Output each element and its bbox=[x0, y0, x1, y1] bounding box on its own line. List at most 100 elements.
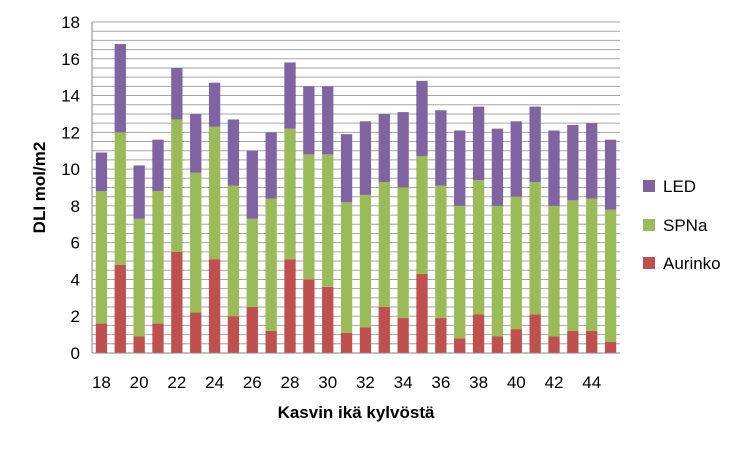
bar-segment-spna bbox=[567, 200, 579, 331]
y-tick-label: 12 bbox=[61, 123, 80, 142]
bar-segment-aurinko bbox=[586, 330, 598, 353]
x-tick-label: 40 bbox=[507, 373, 526, 392]
bar-segment-led bbox=[472, 106, 485, 181]
bar-segment-led bbox=[265, 132, 277, 199]
bar-segment-aurinko bbox=[265, 330, 277, 353]
bar-segment-aurinko bbox=[340, 332, 353, 353]
bar-segment-led bbox=[322, 86, 334, 155]
bar-segment-spna bbox=[586, 198, 598, 331]
y-tick-label: 16 bbox=[61, 50, 80, 69]
bar-segment-led bbox=[95, 152, 108, 192]
bar-segment-spna bbox=[322, 154, 334, 287]
bar-segment-led bbox=[604, 139, 617, 210]
bar-segment-spna bbox=[227, 185, 240, 317]
bar-segment-aurinko bbox=[152, 323, 164, 353]
x-axis-title: Kasvin ikä kylvöstä bbox=[278, 403, 435, 422]
bar-segment-spna bbox=[359, 194, 372, 328]
axes bbox=[91, 22, 620, 354]
bar-segment-led bbox=[133, 165, 145, 219]
bar-segment-spna bbox=[340, 202, 353, 333]
y-tick-label: 14 bbox=[61, 87, 80, 106]
bar-segment-aurinko bbox=[435, 318, 447, 353]
bar-segment-aurinko bbox=[491, 336, 504, 353]
x-tick-label: 32 bbox=[356, 373, 375, 392]
legend-swatch-aurinko bbox=[643, 257, 655, 269]
bar-segment-aurinko bbox=[529, 314, 541, 353]
bar-segment-aurinko bbox=[171, 251, 183, 353]
bar-segment-aurinko bbox=[472, 314, 485, 353]
bar-segment-aurinko bbox=[510, 329, 522, 353]
bar-segment-aurinko bbox=[303, 279, 315, 353]
bar-segment-spna bbox=[416, 156, 428, 274]
bar-segment-led bbox=[454, 130, 466, 206]
x-tick-label: 30 bbox=[318, 373, 337, 392]
bar-segment-aurinko bbox=[208, 259, 221, 353]
bar-segment-led bbox=[190, 113, 202, 173]
bar-segment-spna bbox=[265, 198, 277, 331]
legend-label-aurinko: Aurinko bbox=[663, 254, 721, 273]
x-tick-label: 26 bbox=[243, 373, 262, 392]
bar-segment-led bbox=[340, 134, 353, 203]
x-tick-label: 36 bbox=[431, 373, 450, 392]
bar-segment-led bbox=[378, 113, 390, 182]
x-tick-label: 24 bbox=[205, 373, 224, 392]
bar-segment-led bbox=[114, 44, 126, 133]
x-tick-label: 34 bbox=[394, 373, 413, 392]
bar-segment-aurinko bbox=[454, 338, 466, 353]
bar-segment-aurinko bbox=[114, 264, 126, 353]
y-tick-label: 18 bbox=[61, 13, 80, 32]
y-tick-label: 2 bbox=[71, 307, 80, 326]
bar-segment-led bbox=[208, 82, 221, 127]
bar-segment-aurinko bbox=[227, 316, 240, 353]
bar-segment-spna bbox=[284, 128, 296, 260]
bar-segment-aurinko bbox=[604, 341, 617, 353]
x-tick-label: 38 bbox=[469, 373, 488, 392]
x-tick-label: 44 bbox=[582, 373, 601, 392]
y-tick-label: 10 bbox=[61, 160, 80, 179]
bar-segment-spna bbox=[604, 209, 617, 342]
bar-segment-spna bbox=[114, 132, 126, 265]
x-tick-label: 20 bbox=[130, 373, 149, 392]
bar-segment-spna bbox=[152, 191, 164, 324]
bar-segment-aurinko bbox=[397, 318, 409, 353]
x-tick-label: 18 bbox=[92, 373, 111, 392]
bar-segment-led bbox=[303, 86, 315, 155]
bar-segment-aurinko bbox=[378, 307, 390, 353]
bar-segment-spna bbox=[397, 187, 409, 319]
bar-segment-led bbox=[510, 121, 522, 197]
bar-segment-spna bbox=[435, 185, 447, 319]
bar-segment-aurinko bbox=[322, 286, 334, 353]
bar-segment-led bbox=[586, 123, 598, 199]
legend-label-spna: SPNa bbox=[663, 216, 708, 235]
bar-segment-led bbox=[227, 119, 240, 186]
bar-segment-aurinko bbox=[246, 307, 258, 353]
bar-segment-led bbox=[416, 80, 428, 157]
y-tick-label: 4 bbox=[71, 270, 80, 289]
y-tick-labels: 0 2 4 6 8 10 12 14 16 18 bbox=[61, 13, 80, 363]
bar-segment-led bbox=[491, 128, 504, 206]
bars bbox=[95, 44, 617, 353]
bar-segment-led bbox=[171, 67, 183, 120]
x-tick-label: 22 bbox=[167, 373, 186, 392]
bar-segment-aurinko bbox=[133, 336, 145, 353]
bar-segment-led bbox=[435, 110, 447, 186]
bar-segment-aurinko bbox=[284, 259, 296, 353]
legend-swatch-led bbox=[643, 180, 655, 192]
bar-segment-aurinko bbox=[359, 327, 372, 353]
bar-segment-spna bbox=[510, 196, 522, 330]
x-tick-label: 42 bbox=[545, 373, 564, 392]
bar-segment-aurinko bbox=[548, 336, 560, 353]
bar-segment-led bbox=[152, 139, 164, 192]
legend: LED SPNa Aurinko bbox=[643, 177, 721, 273]
y-axis-title: DLI mol/m2 bbox=[30, 142, 49, 234]
bar-segment-spna bbox=[95, 191, 108, 324]
bar-segment-spna bbox=[548, 205, 560, 337]
bar-segment-led bbox=[529, 106, 541, 182]
y-tick-label: 6 bbox=[71, 234, 80, 253]
bar-segment-spna bbox=[472, 180, 485, 315]
x-tick-label: 28 bbox=[281, 373, 300, 392]
bar-segment-led bbox=[359, 121, 372, 195]
y-tick-label: 8 bbox=[71, 197, 80, 216]
bar-segment-aurinko bbox=[567, 330, 579, 353]
